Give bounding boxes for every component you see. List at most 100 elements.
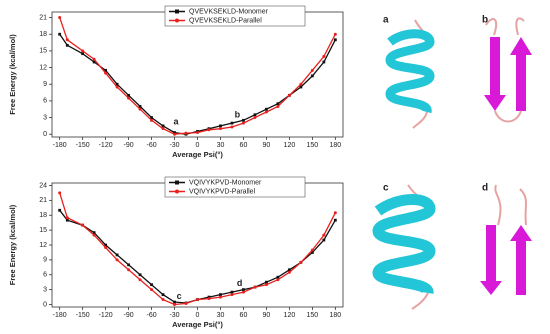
marker (161, 293, 165, 296)
marker (115, 82, 119, 86)
marker (242, 288, 245, 292)
x-tick-label: 30 (217, 142, 225, 149)
x-tick-label: 150 (307, 312, 319, 319)
x-tick-label: 90 (263, 312, 271, 319)
y-tick-label: 15 (39, 48, 47, 55)
x-tick-label: -30 (169, 142, 179, 149)
marker (150, 116, 153, 119)
marker (138, 278, 142, 282)
x-tick-label: -180 (53, 142, 67, 149)
x-tick-label: -90 (124, 142, 134, 149)
marker (58, 191, 62, 195)
plot-frame (51, 182, 344, 308)
marker (104, 243, 108, 247)
marker (173, 132, 177, 136)
marker (287, 270, 291, 274)
marker (253, 285, 257, 289)
marker (299, 260, 303, 264)
x-tick-label: -60 (146, 142, 156, 149)
marker (219, 293, 222, 296)
marker (150, 283, 153, 287)
marker (173, 131, 176, 134)
marker (196, 131, 199, 135)
legend-label: VQIVYKPVD-Parallel (189, 188, 256, 195)
y-tick-label: 18 (39, 31, 47, 38)
marker (161, 127, 165, 131)
marker (322, 238, 326, 242)
marker (184, 302, 188, 306)
marker (104, 245, 108, 249)
y-tick-label: 0 (43, 131, 47, 138)
marker (81, 49, 85, 53)
legend-label: VQIVYKPVD-Monomer (189, 179, 262, 186)
marker (173, 300, 176, 304)
marker (253, 116, 257, 120)
legend-label: QVEVKSEKLD-Parallel (189, 17, 262, 24)
helix-c (372, 184, 436, 310)
legend-marker (175, 18, 179, 23)
x-tick-label: 90 (263, 142, 271, 149)
marker (265, 107, 268, 111)
marker (218, 127, 222, 131)
y-tick-label: 21 (39, 14, 47, 21)
marker (161, 298, 165, 302)
y-tick-label: 21 (39, 197, 47, 204)
marker (81, 223, 85, 227)
x-tick-label: 180 (329, 142, 341, 149)
x-tick-label: 60 (240, 312, 248, 319)
marker (81, 52, 85, 56)
series-line (59, 33, 336, 135)
marker (150, 288, 154, 292)
panel-label: d (482, 183, 488, 194)
marker (230, 290, 234, 294)
plot-frame (51, 11, 344, 138)
marker (299, 85, 303, 89)
panel-label: a (383, 15, 389, 26)
x-tick-label: 120 (284, 312, 296, 319)
y-tick-label: 12 (39, 242, 47, 249)
marker (242, 118, 245, 122)
y-tick-label: 3 (43, 114, 47, 121)
marker (241, 121, 245, 125)
x-tick-label: -150 (76, 312, 90, 319)
y-tick-label: 6 (43, 98, 47, 105)
y-tick-label: 3 (43, 286, 47, 293)
x-tick-label: -150 (76, 142, 90, 149)
y-axis-label: Free Energy (kcal/mol) (8, 34, 17, 115)
chart: -180 -150 -120 -90 -60 -30 0 30 60 90 120 150 180 0 3 6… (8, 5, 344, 159)
x-tick-label: -120 (99, 312, 113, 319)
legend-box (164, 176, 306, 198)
marker (138, 273, 142, 277)
marker (218, 295, 222, 299)
marker (161, 124, 165, 128)
x-tick-label: 150 (307, 142, 319, 149)
marker (276, 275, 280, 279)
x-tick-label: 60 (240, 142, 248, 149)
annotation: b (235, 110, 241, 120)
marker (92, 231, 96, 234)
marker (92, 233, 96, 237)
marker (310, 248, 314, 252)
marker (65, 216, 69, 220)
x-tick-label: 30 (217, 312, 225, 319)
x-tick-label: -60 (146, 312, 156, 319)
x-tick-label: -90 (124, 312, 134, 319)
x-axis-label: Average Psi(°) (172, 320, 223, 329)
y-tick-label: 6 (43, 272, 47, 279)
legend-marker (175, 9, 179, 14)
marker (230, 121, 234, 125)
marker (115, 253, 119, 257)
marker (322, 60, 326, 64)
marker (65, 38, 69, 42)
marker (287, 268, 291, 272)
marker (92, 57, 96, 61)
x-tick-label: -180 (53, 312, 67, 319)
marker (310, 74, 314, 78)
marker (58, 32, 62, 36)
marker (333, 218, 337, 222)
series-line (59, 192, 336, 306)
panel-label: b (482, 15, 488, 26)
marker (150, 118, 154, 122)
marker (333, 38, 337, 42)
annotation: c (177, 291, 182, 301)
